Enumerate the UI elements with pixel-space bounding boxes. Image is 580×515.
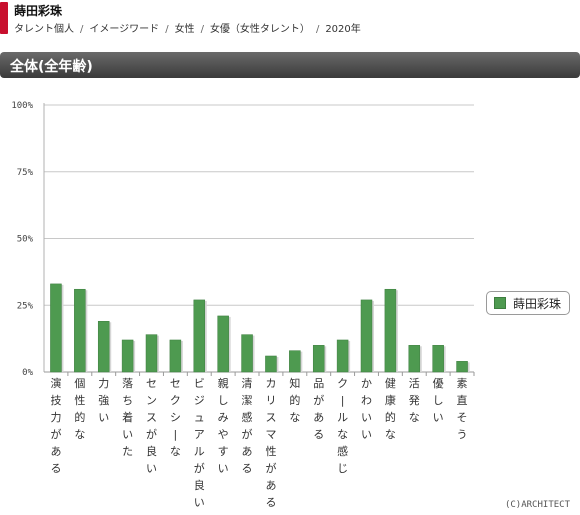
bar [432, 345, 444, 373]
y-tick-label: 75% [17, 168, 34, 178]
x-tick-label: 演技力がある [50, 376, 61, 475]
x-tick-label: 知的な [289, 376, 300, 424]
x-tick-label: 落ち着いた [122, 377, 133, 458]
x-tick-label: 個性的な [74, 377, 85, 441]
bar [121, 339, 134, 373]
bar [74, 288, 86, 373]
breadcrumb: タレント個人 / イメージワード / 女性 / 女優（女性タレント） / 2020年 [14, 20, 361, 35]
bar [312, 345, 325, 373]
x-tick-label: 力強い [98, 377, 109, 424]
header-accent-bar [0, 2, 8, 34]
bar [97, 321, 110, 373]
x-tick-label: 品がある [313, 377, 324, 441]
bar [50, 283, 62, 373]
bar [169, 339, 182, 373]
x-tick-label: 清潔感がある [242, 377, 253, 475]
bar [241, 334, 253, 373]
bar [217, 315, 229, 373]
x-tick-label: かわいい [361, 377, 372, 441]
x-tick-label: センスが良い [146, 377, 157, 475]
breadcrumb-item: 女優（女性タレント） [209, 24, 310, 35]
x-tick-label: 活発な [409, 377, 420, 424]
bar [336, 339, 349, 373]
x-tick-label: 親しみやすい [218, 377, 229, 475]
bar [384, 288, 397, 373]
y-tick-label: 25% [17, 301, 34, 311]
x-tick-label: セクシ|な [170, 377, 181, 458]
bar [145, 334, 158, 373]
breadcrumb-item: 女性 [174, 24, 195, 35]
x-tick-label: 素直そう [457, 377, 468, 441]
page-header: 蒔田彩珠 タレント個人 / イメージワード / 女性 / 女優（女性タレント） / 2020年 [0, 0, 580, 36]
bar [265, 355, 277, 373]
breadcrumb-separator: / [165, 24, 169, 35]
breadcrumb-separator: / [80, 24, 84, 35]
bar [193, 299, 206, 373]
breadcrumb-separator: / [200, 24, 204, 35]
x-tick-label: ビジュアルが良い [194, 377, 205, 509]
breadcrumb-separator: / [315, 24, 320, 35]
talent-name: 蒔田彩珠 [14, 4, 63, 18]
bar [360, 299, 373, 373]
section-title: 全体(全年齢) [10, 59, 93, 75]
y-tick-label: 0% [22, 368, 33, 378]
legend-swatch [494, 297, 506, 309]
legend-label: 蒔田彩珠 [513, 297, 562, 311]
section-header: 全体(全年齢) [0, 52, 580, 78]
x-tick-label: 健康的な [385, 377, 396, 441]
copyright-credit: (C)ARCHITECT [504, 500, 570, 510]
bar [408, 345, 421, 373]
y-tick-label: 50% [17, 235, 34, 245]
breadcrumb-item: タレント個人 [14, 24, 74, 35]
breadcrumb-item: 2020年 [325, 24, 361, 35]
y-tick-label: 100% [11, 101, 33, 111]
x-tick-label: 優しい [433, 377, 444, 424]
chart-legend: 蒔田彩珠 [486, 291, 570, 315]
x-tick-label: ク|ルな感じ [337, 377, 348, 475]
breadcrumb-item: イメージワード [89, 24, 160, 35]
bar [289, 350, 301, 373]
x-tick-label: カリスマ性がある [265, 377, 276, 509]
bar [456, 361, 468, 373]
